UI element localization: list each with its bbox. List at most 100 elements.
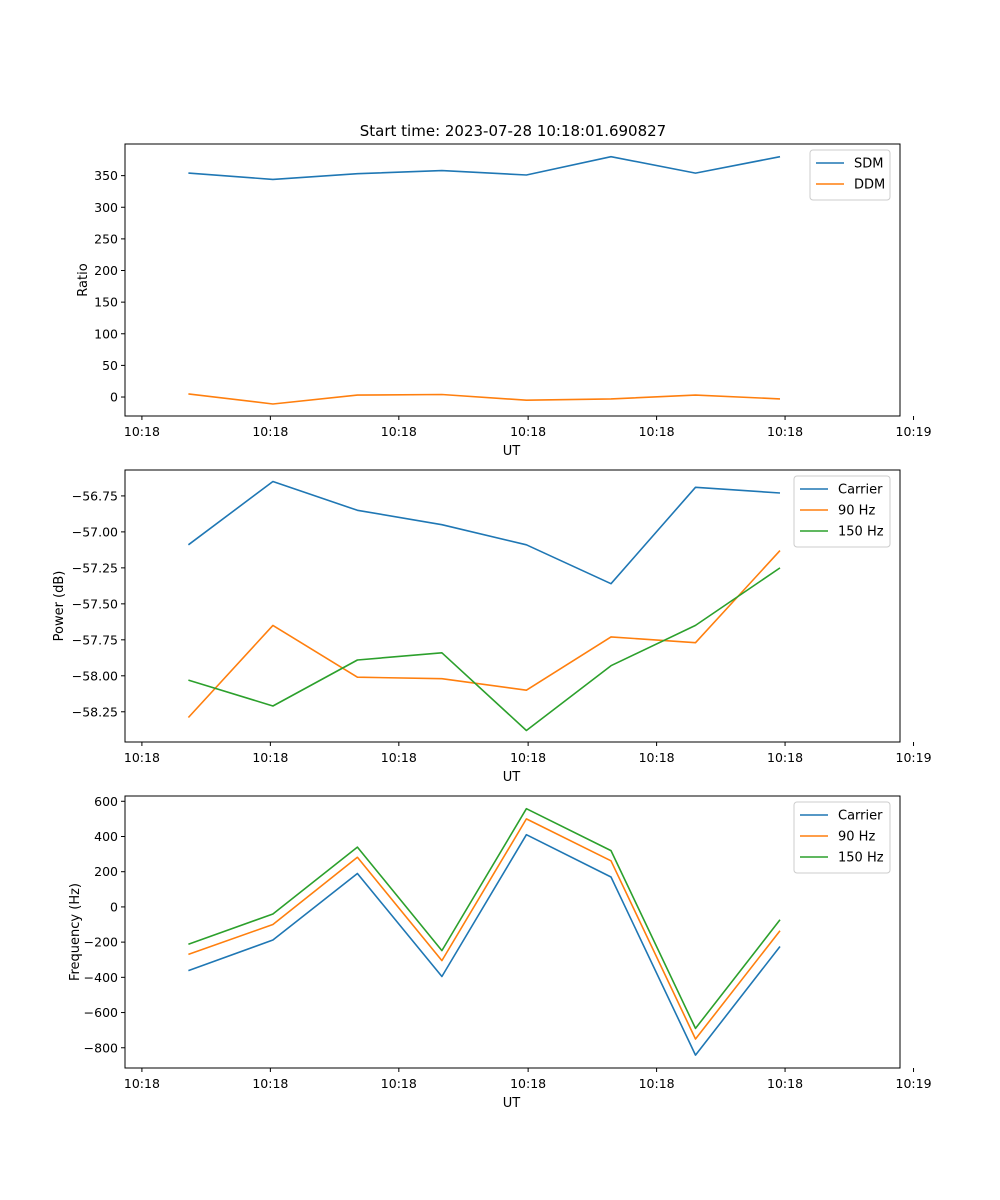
data-point-ddm bbox=[356, 394, 359, 397]
y-tick-label: 350 bbox=[94, 168, 118, 183]
data-point-90-hz bbox=[440, 677, 443, 680]
data-point-150-hz bbox=[694, 1027, 697, 1030]
x-tick-label: 10:18 bbox=[124, 750, 160, 765]
data-point-ddm bbox=[778, 397, 781, 400]
legend: Carrier 90 Hz 150 Hz bbox=[793, 475, 891, 548]
data-point-90-hz bbox=[440, 959, 443, 962]
data-point-150-hz bbox=[440, 949, 443, 952]
legend-label: SDM bbox=[854, 157, 883, 172]
x-tick-label: 10:18 bbox=[124, 1076, 160, 1091]
x-axis-label: UT bbox=[503, 770, 521, 785]
data-point-90-hz bbox=[525, 689, 528, 692]
y-tick-label: −58.00 bbox=[72, 668, 118, 683]
data-point-90-hz bbox=[187, 716, 190, 719]
series-line-150-hz bbox=[188, 567, 781, 732]
y-axis-label: Frequency (Hz) bbox=[68, 883, 83, 981]
y-tick-label: 200 bbox=[94, 864, 118, 879]
chart-panel-3: −800 −600 −400 −200 0 200 400 600 10:18 10:18 10:1… bbox=[68, 794, 932, 1111]
legend-label: 90 Hz bbox=[838, 830, 875, 845]
x-tick-label: 10:18 bbox=[252, 750, 288, 765]
x-tick-label: 10:19 bbox=[896, 1076, 932, 1091]
data-point-150-hz bbox=[356, 845, 359, 848]
y-tick-label: 0 bbox=[110, 390, 118, 405]
plot-frame bbox=[124, 795, 901, 1069]
data-point-150-hz bbox=[187, 943, 190, 946]
series-line-90-hz bbox=[188, 818, 781, 1040]
data-point-ddm bbox=[440, 393, 443, 396]
x-tick-label: 10:18 bbox=[381, 750, 417, 765]
y-tick-label: −600 bbox=[84, 1005, 118, 1020]
data-point-carrier bbox=[271, 480, 274, 483]
x-axis-label: UT bbox=[503, 444, 521, 459]
data-point-carrier bbox=[187, 543, 190, 546]
x-tick-label: 10:19 bbox=[896, 750, 932, 765]
series-line-ddm bbox=[188, 393, 781, 405]
y-tick-label: −57.75 bbox=[72, 632, 118, 647]
series-line-150-hz bbox=[188, 807, 781, 1030]
x-axis-label: UT bbox=[503, 1096, 521, 1111]
data-point-90-hz bbox=[609, 635, 612, 638]
x-tick-label: 10:18 bbox=[767, 1076, 803, 1091]
data-point-sdm bbox=[271, 178, 274, 181]
y-tick-label: 0 bbox=[110, 899, 118, 914]
y-tick-label: −57.00 bbox=[72, 524, 118, 539]
data-point-90-hz bbox=[778, 929, 781, 932]
panels: 0 50 100 150 200 250 300 350 10:18 10:18 10:18 10:1… bbox=[52, 143, 932, 1111]
series-line-90-hz bbox=[187, 550, 781, 719]
y-tick-label: −57.25 bbox=[72, 560, 118, 575]
data-point-150-hz bbox=[694, 624, 697, 627]
plot-frame bbox=[124, 469, 901, 743]
data-point-sdm bbox=[609, 155, 612, 158]
data-point-carrier bbox=[778, 945, 781, 948]
data-point-90-hz bbox=[271, 923, 274, 926]
y-tick-label: 200 bbox=[94, 263, 118, 278]
data-point-150-hz bbox=[271, 704, 274, 707]
x-tick-label: 10:18 bbox=[252, 424, 288, 439]
data-point-carrier bbox=[440, 523, 443, 526]
legend-label: Carrier bbox=[838, 809, 883, 824]
y-axis-label: Ratio bbox=[76, 263, 91, 296]
legend-label: DDM bbox=[854, 178, 885, 193]
y-tick-label: −400 bbox=[84, 970, 118, 985]
data-point-ddm bbox=[271, 402, 274, 405]
data-point-sdm bbox=[356, 172, 359, 175]
series-line-carrier bbox=[187, 480, 781, 585]
x-tick-label: 10:18 bbox=[767, 750, 803, 765]
data-point-sdm bbox=[525, 173, 528, 176]
data-point-ddm bbox=[187, 392, 190, 395]
y-tick-label: −200 bbox=[84, 935, 118, 950]
x-tick-label: 10:18 bbox=[639, 424, 675, 439]
data-point-150-hz bbox=[778, 918, 781, 921]
x-tick-label: 10:18 bbox=[767, 424, 803, 439]
y-tick-label: 150 bbox=[94, 295, 118, 310]
data-point-carrier bbox=[187, 969, 190, 972]
data-point-carrier bbox=[609, 875, 612, 878]
data-point-ddm bbox=[525, 399, 528, 402]
y-tick-label: 400 bbox=[94, 829, 118, 844]
data-point-carrier bbox=[525, 833, 528, 836]
x-tick-label: 10:18 bbox=[510, 424, 546, 439]
y-tick-label: −57.50 bbox=[72, 596, 118, 611]
data-point-carrier bbox=[271, 938, 274, 941]
data-point-ddm bbox=[694, 394, 697, 397]
legend: SDM DDM bbox=[809, 149, 891, 201]
data-point-150-hz bbox=[440, 651, 443, 654]
data-point-150-hz bbox=[609, 849, 612, 852]
data-point-carrier bbox=[440, 975, 443, 978]
data-point-90-hz bbox=[356, 676, 359, 679]
y-tick-label: 300 bbox=[94, 200, 118, 215]
data-point-sdm bbox=[187, 171, 190, 174]
data-point-150-hz bbox=[609, 664, 612, 667]
data-point-90-hz bbox=[525, 817, 528, 820]
data-point-ddm bbox=[609, 397, 612, 400]
x-tick-label: 10:18 bbox=[381, 1076, 417, 1091]
y-tick-label: 600 bbox=[94, 794, 118, 809]
x-tick-label: 10:18 bbox=[639, 750, 675, 765]
data-point-carrier bbox=[525, 543, 528, 546]
legend-box bbox=[793, 801, 891, 874]
plot-frame bbox=[124, 143, 901, 417]
y-tick-label: 50 bbox=[102, 358, 118, 373]
x-tick-label: 10:18 bbox=[510, 1076, 546, 1091]
data-point-150-hz bbox=[356, 658, 359, 661]
